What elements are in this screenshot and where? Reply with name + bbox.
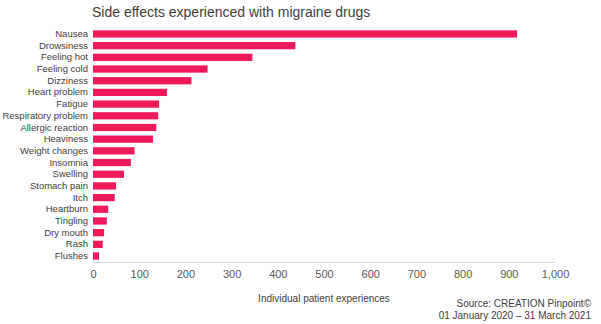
y-tick-label: Respiratory problem	[2, 110, 88, 121]
bar	[93, 241, 103, 248]
x-tick: 700	[408, 262, 426, 280]
y-tick-label: Fatigue	[56, 98, 88, 109]
y-tick-label: Rash	[66, 238, 88, 249]
y-tick: Heart problem	[28, 86, 93, 97]
x-tick-label: 400	[269, 268, 287, 280]
bar	[93, 171, 124, 178]
x-tick: 1,000	[542, 262, 570, 280]
x-tick: 400	[269, 262, 287, 280]
y-tick: Insomnia	[49, 157, 93, 168]
x-tick: 300	[223, 262, 241, 280]
y-tick: Dry mouth	[44, 227, 93, 238]
bar	[93, 77, 191, 84]
y-tick-label: Itch	[73, 192, 88, 203]
y-tick: Drowsiness	[39, 40, 93, 51]
y-tick: Dizziness	[47, 75, 93, 86]
x-tick: 200	[177, 262, 195, 280]
annotation: 01 January 2020 – 31 March 2021	[439, 310, 592, 321]
x-tick: 500	[315, 262, 333, 280]
y-tick-label: Allergic reaction	[20, 122, 88, 133]
y-tick: Stomach pain	[30, 180, 93, 191]
x-tick: 600	[362, 262, 380, 280]
x-tick-label: 900	[500, 268, 518, 280]
y-tick: Tingling	[55, 215, 93, 226]
y-tick: Swelling	[53, 168, 93, 179]
y-axis: NauseaDrowsinessFeeling hotFeeling coldD…	[2, 28, 93, 261]
x-axis-line	[94, 262, 556, 263]
y-tick: Respiratory problem	[2, 110, 93, 121]
bar	[93, 147, 135, 154]
bar	[93, 42, 295, 49]
y-tick: Itch	[73, 192, 93, 203]
y-tick-label: Weight changes	[20, 145, 88, 156]
y-tick: Flushes	[55, 250, 93, 261]
bar	[93, 30, 517, 37]
y-tick: Rash	[66, 238, 93, 249]
bar	[93, 159, 131, 166]
bar	[93, 89, 167, 96]
x-tick: 0	[90, 262, 96, 280]
y-tick: Feeling cold	[37, 63, 93, 74]
y-tick: Allergic reaction	[20, 122, 93, 133]
bar	[93, 124, 156, 131]
y-tick-label: Heartburn	[46, 203, 88, 214]
x-tick: 800	[454, 262, 472, 280]
title: Side effects experienced with migraine d…	[92, 4, 370, 20]
y-tick: Fatigue	[56, 98, 93, 109]
y-tick-label: Nausea	[55, 28, 88, 39]
x-tick-label: 300	[223, 268, 241, 280]
chart: Side effects experienced with migraine d…	[0, 0, 601, 324]
y-tick-label: Stomach pain	[30, 180, 88, 191]
x-tick-label: 600	[362, 268, 380, 280]
y-tick-label: Dry mouth	[44, 227, 88, 238]
y-tick: Heartburn	[46, 203, 93, 214]
annotation: Source: CREATION Pinpoint©	[457, 298, 592, 309]
y-tick-label: Swelling	[53, 168, 88, 179]
bar	[93, 194, 115, 201]
y-tick: Heaviness	[44, 133, 93, 144]
bar	[93, 136, 153, 143]
y-tick-label: Dizziness	[47, 75, 88, 86]
bar	[93, 206, 108, 213]
bar	[93, 100, 159, 107]
y-tick-label: Insomnia	[49, 157, 88, 168]
plot-area: 01002003004005006007008009001,000NauseaD…	[2, 28, 569, 280]
bars	[93, 30, 517, 259]
y-tick-label: Flushes	[55, 250, 89, 261]
x-tick: 100	[131, 262, 149, 280]
y-tick-label: Feeling hot	[41, 51, 88, 62]
x-tick: 900	[500, 262, 518, 280]
x-tick-label: 800	[454, 268, 472, 280]
bar	[93, 65, 208, 72]
y-tick-label: Heaviness	[44, 133, 89, 144]
y-tick-label: Tingling	[55, 215, 88, 226]
x-tick-label: 500	[315, 268, 333, 280]
bar	[93, 182, 116, 189]
y-tick: Weight changes	[20, 145, 93, 156]
bar	[93, 54, 252, 61]
y-tick: Nausea	[55, 28, 93, 39]
x-tick-label: 100	[131, 268, 149, 280]
y-tick: Feeling hot	[41, 51, 93, 62]
annotations: Source: CREATION Pinpoint©01 January 202…	[439, 298, 592, 321]
x-axis: 0 100 200 300 400 500 600 700 800 900 1,000	[90, 262, 569, 280]
bar	[93, 252, 99, 259]
x-tick-label: 200	[177, 268, 195, 280]
x-tick-label: 0	[90, 268, 96, 280]
bar	[93, 217, 107, 224]
x-tick-label: 1,000	[542, 268, 570, 280]
y-tick-label: Drowsiness	[39, 40, 88, 51]
bar	[93, 112, 158, 119]
x-tick-label: 700	[408, 268, 426, 280]
y-tick-label: Heart problem	[28, 86, 88, 97]
y-tick-label: Feeling cold	[37, 63, 88, 74]
x-axis-title: Individual patient experiences	[258, 293, 390, 304]
bar	[93, 229, 104, 236]
